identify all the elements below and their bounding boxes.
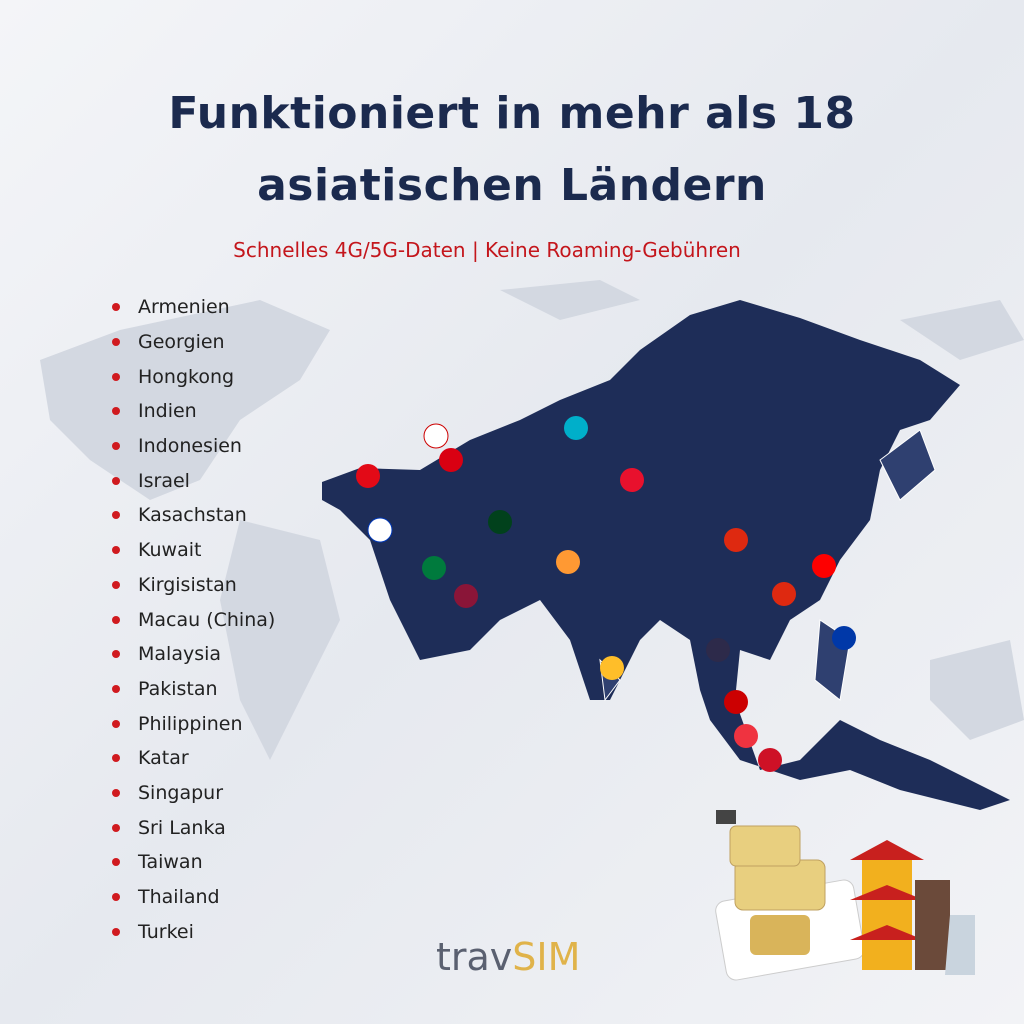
title-line: Funktioniert in mehr als 18 xyxy=(168,88,856,139)
country-item: Indien xyxy=(112,394,275,429)
country-item: Kasachstan xyxy=(112,498,275,533)
country-item: Pakistan xyxy=(112,672,275,707)
brand-logo: travSIM xyxy=(436,935,580,979)
country-list: Armenien Georgien Hongkong Indien Indonesien… xyxy=(112,290,275,949)
country-item: Armenien xyxy=(112,290,275,325)
title-line: asiatischen Ländern xyxy=(257,160,767,211)
brand-prefix: trav xyxy=(436,935,513,979)
country-item: Kuwait xyxy=(112,533,275,568)
country-item: Taiwan xyxy=(112,845,275,880)
country-item: Turkei xyxy=(112,914,275,949)
flag-pins xyxy=(356,416,856,772)
brand-suffix: SIM xyxy=(512,935,581,979)
asia-map xyxy=(322,300,1010,810)
pagoda xyxy=(850,840,975,975)
country-item: Hongkong xyxy=(112,359,275,394)
sim-cards xyxy=(715,810,865,981)
country-item: Kirgisistan xyxy=(112,568,275,603)
country-item: Malaysia xyxy=(112,637,275,672)
country-item: Philippinen xyxy=(112,706,275,741)
country-item: Sri Lanka xyxy=(112,810,275,845)
subtitle: Schnelles 4G/5G-Daten | Keine Roaming-Ge… xyxy=(233,238,741,262)
country-item: Israel xyxy=(112,463,275,498)
country-item: Indonesien xyxy=(112,429,275,464)
country-item: Macau (China) xyxy=(112,602,275,637)
country-item: Thailand xyxy=(112,880,275,915)
country-item: Singapur xyxy=(112,776,275,811)
country-item: Georgien xyxy=(112,325,275,360)
country-item: Katar xyxy=(112,741,275,776)
